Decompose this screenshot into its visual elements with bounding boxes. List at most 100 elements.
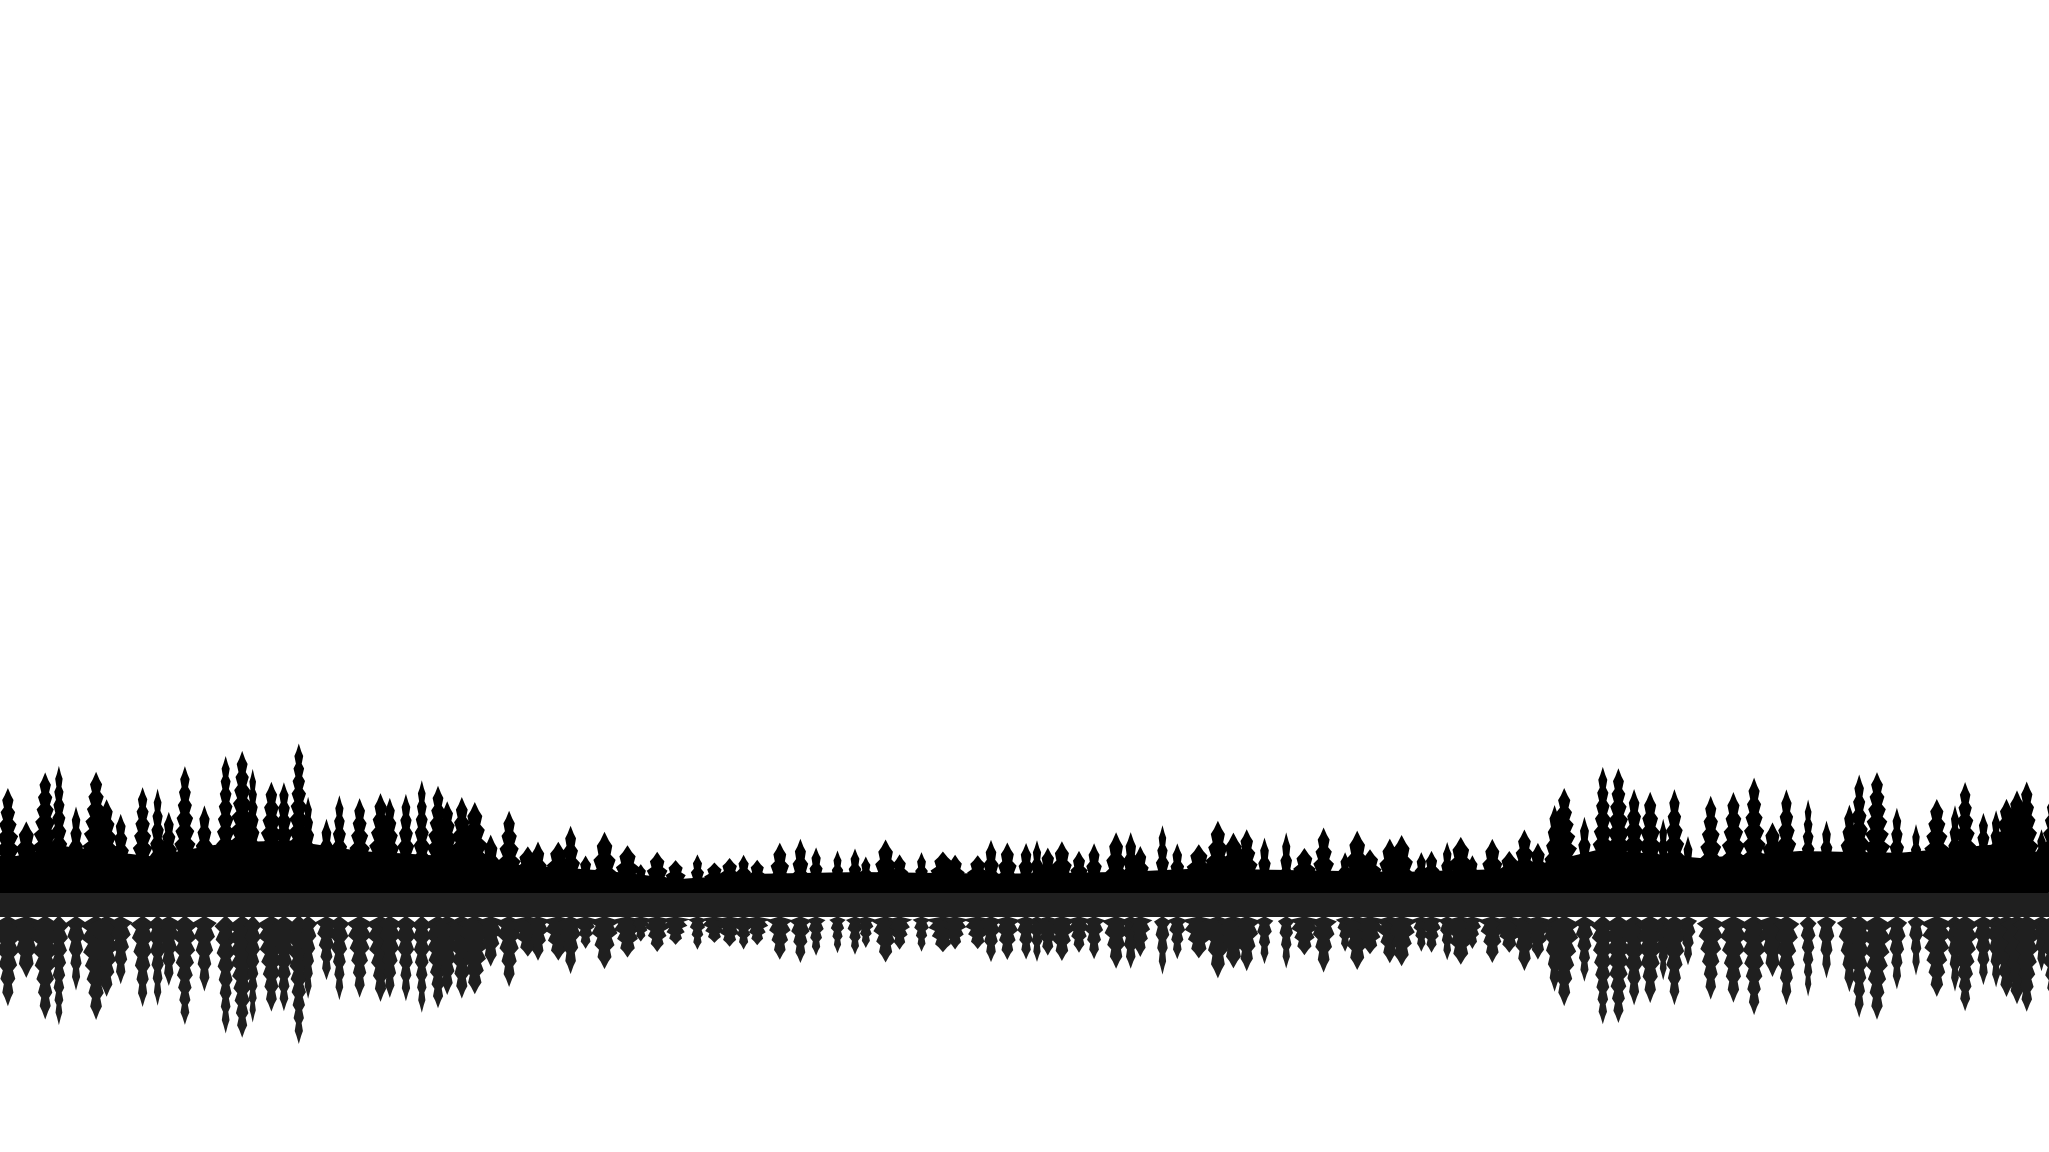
tree-reflection-9 (130, 917, 155, 1007)
tree-111 (1798, 799, 1818, 893)
tree-reflection-49 (766, 917, 793, 960)
tree-reflection-22 (329, 917, 350, 1001)
tree-reflection-110 (1773, 917, 1800, 1006)
tree-reflection-116 (1886, 917, 1908, 990)
tree-reflection-23 (346, 917, 374, 998)
tree-reflection-56 (886, 917, 913, 950)
tree-67 (1065, 850, 1093, 893)
tree-71 (1126, 846, 1154, 893)
tree-reflection-5 (65, 917, 87, 991)
tree-reflection-25 (377, 917, 403, 998)
tree-reflection-33 (495, 917, 523, 987)
tree-59 (939, 854, 971, 893)
tree-reflection-102 (1635, 917, 1666, 1004)
tree-reflection-127 (2037, 917, 2049, 992)
tree-reflection-37 (558, 917, 583, 975)
tree-reflection-86 (1385, 917, 1418, 967)
tree-97 (1546, 788, 1582, 893)
tree-reflection-104 (1661, 917, 1688, 1006)
tree-49 (765, 842, 795, 893)
tree-reflection-11 (157, 917, 181, 986)
tree-reflection-98 (1574, 917, 1595, 982)
tree-26 (393, 793, 419, 893)
tree-reflection-41 (630, 917, 652, 942)
tree-reflection-31 (456, 917, 493, 995)
tree-reflection-13 (192, 917, 217, 992)
tree-reflection-61 (980, 917, 1002, 963)
tree-reflection-91 (1461, 917, 1483, 949)
forest-silhouette (0, 743, 2049, 893)
tree-1 (0, 788, 25, 893)
tree-reflection-77 (1232, 917, 1261, 972)
tree-115 (1859, 772, 1895, 893)
tree-reflection-10 (147, 917, 168, 1006)
tree-9 (129, 787, 157, 893)
tree-reflection-120 (1951, 917, 1979, 1012)
tree-35 (524, 841, 552, 893)
tree-81 (1308, 827, 1339, 893)
tree-reflection-80 (1288, 917, 1321, 956)
tree-reflection-72 (1154, 917, 1171, 975)
tree-reflection-95 (1524, 917, 1552, 960)
tree-reflection-26 (395, 917, 417, 1002)
tree-reflection-106 (1696, 917, 1725, 1000)
tree-107 (1716, 792, 1751, 893)
tree-reflection-57 (912, 917, 931, 952)
tree-48 (742, 859, 773, 893)
tree-reflection-73 (1167, 917, 1188, 960)
tree-98 (1573, 816, 1596, 893)
tree-reflection-59 (941, 917, 969, 950)
tree-73 (1166, 843, 1189, 893)
tree-52 (828, 850, 847, 893)
tree-reflection-44 (688, 917, 707, 950)
tree-reflection-117 (1907, 917, 1925, 976)
tree-33 (493, 810, 525, 893)
tree-22 (328, 795, 351, 893)
tree-reflection-2 (9, 917, 44, 978)
tree-91 (1460, 855, 1485, 893)
tree-reflection-68 (1082, 917, 1106, 960)
tree-reflection-74 (1181, 917, 1217, 959)
tree-4 (47, 765, 70, 893)
tree-reflection-114 (1846, 917, 1872, 1018)
tree-105 (1677, 836, 1699, 893)
tree-reflection-99 (1590, 917, 1615, 1025)
tree-32 (475, 834, 506, 893)
tree-reflection-112 (1816, 917, 1837, 979)
tree-43 (659, 860, 692, 893)
tree-reflection-40 (610, 917, 645, 958)
tree-62 (992, 842, 1023, 893)
tree-95 (1522, 842, 1554, 893)
tree-reflection-16 (243, 917, 262, 1023)
tree-20 (297, 796, 319, 893)
tree-reflection-81 (1310, 917, 1337, 973)
tree-41 (629, 864, 653, 893)
tree-reflection-115 (1861, 917, 1893, 1020)
tree-116 (1885, 807, 1909, 893)
tree-reflection-78 (1255, 917, 1274, 965)
tree-79 (1277, 832, 1296, 893)
tree-54 (855, 856, 877, 893)
tree-reflection-88 (1420, 917, 1443, 953)
tree-12 (170, 766, 199, 893)
tree-reflection-79 (1277, 917, 1295, 969)
tree-reflection-27 (411, 917, 432, 1013)
tree-reflection-100 (1603, 917, 1634, 1023)
tree-51 (805, 847, 827, 893)
tree-88 (1418, 850, 1445, 893)
tree-13 (190, 805, 219, 893)
tree-reflection-54 (856, 917, 876, 948)
tree-reflection-32 (477, 917, 505, 967)
tree-78 (1254, 837, 1275, 893)
tree-72 (1153, 825, 1172, 893)
tree-80 (1286, 848, 1323, 893)
tree-reflection-107 (1718, 917, 1749, 1003)
tree-110 (1772, 789, 1801, 893)
tree-120 (1949, 782, 1981, 893)
tree-38 (573, 855, 599, 893)
tree-77 (1231, 829, 1263, 893)
forest-reflection (0, 917, 2049, 1044)
tree-reflection-3 (29, 917, 61, 1020)
tree-27 (410, 780, 433, 893)
